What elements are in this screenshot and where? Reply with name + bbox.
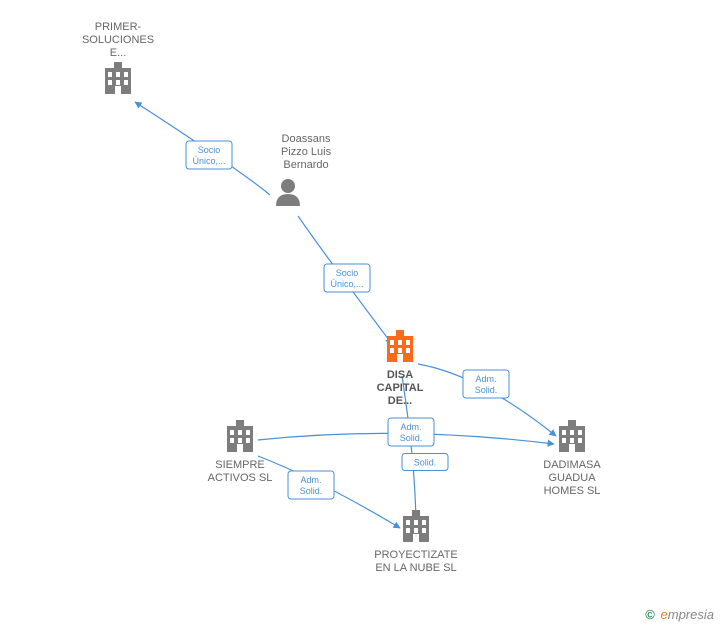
edge-label-disa-dadimasa: Adm.Solid. xyxy=(463,370,509,398)
svg-text:Adm.: Adm. xyxy=(400,422,421,432)
node-doassans[interactable]: DoassansPizzo LuisBernardo xyxy=(276,133,332,206)
svg-text:Único,...: Único,... xyxy=(192,156,225,166)
node-label: SOLUCIONES xyxy=(82,34,154,46)
node-dadimasa[interactable]: DADIMASAGUADUAHOMES SL xyxy=(543,420,601,497)
brand-rest: mpresia xyxy=(668,607,714,622)
edge-label-disa-proyect: Solid. xyxy=(402,454,448,471)
node-label: HOMES SL xyxy=(544,485,601,497)
svg-text:Solid.: Solid. xyxy=(300,486,323,496)
building-icon xyxy=(105,62,131,94)
node-label: ACTIVOS SL xyxy=(208,472,273,484)
node-label: GUADUA xyxy=(548,472,596,484)
node-disa[interactable]: DISACAPITALDE... xyxy=(377,330,424,407)
node-label: E... xyxy=(110,47,127,59)
node-label: DADIMASA xyxy=(543,459,601,471)
person-icon xyxy=(276,179,300,206)
svg-text:Único,...: Único,... xyxy=(330,279,363,289)
building-icon xyxy=(227,420,253,452)
copyright-symbol: © xyxy=(645,607,655,622)
building-icon xyxy=(387,330,413,362)
node-label: EN LA NUBE SL xyxy=(375,562,456,574)
svg-text:Adm.: Adm. xyxy=(300,475,321,485)
node-label: PROYECTIZATE xyxy=(374,549,458,561)
node-label: Doassans xyxy=(282,133,331,145)
node-primer[interactable]: PRIMER-SOLUCIONESE... xyxy=(82,21,154,94)
building-icon xyxy=(559,420,585,452)
svg-text:Socio: Socio xyxy=(336,268,359,278)
brand-first-letter: e xyxy=(661,607,668,622)
node-label: Bernardo xyxy=(283,159,328,171)
edge-label-doassans-primer: SocioÚnico,... xyxy=(186,141,232,169)
node-label: CAPITAL xyxy=(377,382,424,394)
svg-text:Solid.: Solid. xyxy=(475,385,498,395)
node-label: PRIMER- xyxy=(95,21,142,33)
node-siempre[interactable]: SIEMPREACTIVOS SL xyxy=(208,420,273,484)
svg-text:Adm.: Adm. xyxy=(475,374,496,384)
svg-text:Solid.: Solid. xyxy=(414,458,437,468)
watermark: © empresia xyxy=(645,607,714,622)
node-label: Pizzo Luis xyxy=(281,146,332,158)
svg-text:Socio: Socio xyxy=(198,145,221,155)
building-icon xyxy=(403,510,429,542)
network-diagram: SocioÚnico,...SocioÚnico,...Adm.Solid.Ad… xyxy=(0,0,728,630)
edge-label-siempre-dadimasa: Adm.Solid. xyxy=(388,418,434,446)
edge-label-doassans-disa: SocioÚnico,... xyxy=(324,264,370,292)
svg-text:Solid.: Solid. xyxy=(400,433,423,443)
node-label: DISA xyxy=(387,369,413,381)
edge-label-siempre-proyect: Adm.Solid. xyxy=(288,471,334,499)
node-label: DE... xyxy=(388,395,412,407)
node-label: SIEMPRE xyxy=(215,459,265,471)
